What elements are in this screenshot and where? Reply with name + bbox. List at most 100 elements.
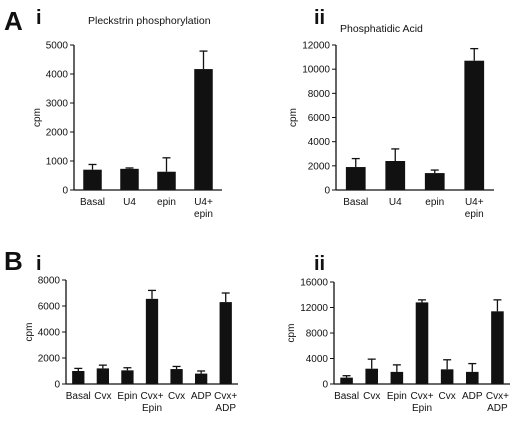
category-label: Epin	[117, 391, 137, 402]
category-label: Epin	[387, 391, 407, 402]
y-tick-label: 4000	[38, 328, 61, 339]
chart-ai: i Pleckstrin phosphorylation 0 1000 2000 3000…	[32, 7, 222, 220]
category-label: Cvx	[94, 391, 111, 402]
y-tick-label: 12000	[302, 41, 330, 52]
bar	[345, 167, 366, 190]
charts: i Pleckstrin phosphorylation 0 1000 2000 3000…	[24, 7, 510, 414]
category-label: Cvx+ Epin	[410, 391, 433, 414]
chart-title: Phosphatidic Acid	[340, 23, 423, 35]
y-tick-label: 5000	[46, 41, 69, 52]
y-tick-label: 2000	[38, 354, 61, 365]
category-label-line: U4	[389, 197, 402, 208]
category-label-line: U4+	[194, 197, 213, 208]
bar	[440, 369, 454, 384]
y-tick-label: 10000	[302, 65, 330, 76]
y-tick-label: 0	[62, 186, 68, 197]
bar	[365, 368, 378, 384]
bar	[194, 69, 213, 190]
y-tick-label: 8000	[308, 89, 331, 100]
bar	[466, 371, 479, 384]
panel-letter-a: A	[4, 6, 23, 36]
category-label: Cvx	[168, 391, 185, 402]
y-tick-label: 4000	[306, 354, 329, 365]
category-label: Basal	[343, 197, 368, 208]
y-tick-label: 4000	[46, 70, 69, 81]
category-label-line: Cvx	[363, 391, 380, 402]
y-tick-label: 6000	[308, 113, 331, 124]
category-label-line: Epin	[142, 403, 162, 414]
category-label: U4+ epin	[194, 197, 213, 220]
category-label-line: ADP	[215, 403, 236, 414]
category-label-line: epin	[425, 197, 444, 208]
category-label-line: Cvx+	[486, 391, 509, 402]
bar	[170, 369, 183, 384]
category-label-line: Epin	[387, 391, 407, 402]
category-label-line: epin	[194, 209, 213, 220]
category-label-line: Cvx	[439, 391, 456, 402]
bar	[83, 169, 102, 190]
bar	[157, 171, 176, 190]
panel-label: i	[36, 7, 42, 29]
y-axis-label: cpm	[288, 108, 299, 127]
category-label-line: Basal	[66, 391, 91, 402]
y-tick-label: 2000	[46, 128, 69, 139]
category-label-line: U4+	[465, 197, 484, 208]
y-tick-label: 8000	[306, 329, 329, 340]
category-label-line: Epin	[412, 403, 432, 414]
y-tick-label: 4000	[308, 137, 331, 148]
category-label: Basal	[66, 391, 91, 402]
y-tick-label: 12000	[300, 303, 328, 314]
category-label-line: Cvx+	[214, 391, 237, 402]
bar	[464, 60, 485, 191]
bar	[491, 311, 504, 384]
y-tick-label: 6000	[38, 302, 61, 313]
category-label: epin	[425, 197, 444, 208]
category-label-line: Cvx	[94, 391, 111, 402]
bar	[415, 302, 429, 384]
bar	[72, 371, 85, 384]
bar	[385, 161, 406, 190]
category-label: Cvx	[363, 391, 380, 402]
panel-label: ii	[314, 7, 325, 29]
y-tick-label: 3000	[46, 99, 69, 110]
category-label: U4+ epin	[465, 197, 484, 220]
category-label: Cvx+ Epin	[140, 391, 163, 414]
y-axis-label: cpm	[32, 108, 43, 127]
bar	[195, 373, 208, 384]
y-tick-label: 0	[322, 380, 328, 391]
category-label-line: ADP	[191, 391, 212, 402]
category-label-line: ADP	[462, 391, 483, 402]
category-label: Cvx	[439, 391, 456, 402]
category-label-line: Cvx+	[410, 391, 433, 402]
bar	[424, 173, 445, 190]
chart-title: Pleckstrin phosphorylation	[88, 15, 211, 27]
category-label-line: U4	[123, 197, 136, 208]
category-label: Cvx+ ADP	[486, 391, 509, 414]
category-label-line: ADP	[487, 403, 508, 414]
y-axis-label: cpm	[286, 324, 297, 343]
y-axis-label: cpm	[24, 323, 35, 342]
category-label-line: Epin	[117, 391, 137, 402]
bar	[390, 371, 404, 384]
y-tick-label: 16000	[300, 278, 328, 289]
category-label: Basal	[334, 391, 359, 402]
category-label: ADP	[191, 391, 212, 402]
panel-label: i	[36, 253, 42, 275]
category-label-line: Basal	[80, 197, 105, 208]
bar	[120, 168, 139, 190]
panel-letter-b: B	[4, 246, 23, 276]
bar	[121, 370, 134, 384]
y-tick-label: 1000	[46, 157, 69, 168]
category-label: ADP	[462, 391, 483, 402]
category-label-line: Basal	[334, 391, 359, 402]
bar	[219, 302, 232, 384]
category-label: U4	[123, 197, 136, 208]
category-label: Basal	[80, 197, 105, 208]
bar	[96, 368, 109, 384]
category-label: Cvx+ ADP	[214, 391, 237, 414]
category-label-line: Cvx	[168, 391, 185, 402]
y-tick-label: 0	[54, 380, 60, 391]
